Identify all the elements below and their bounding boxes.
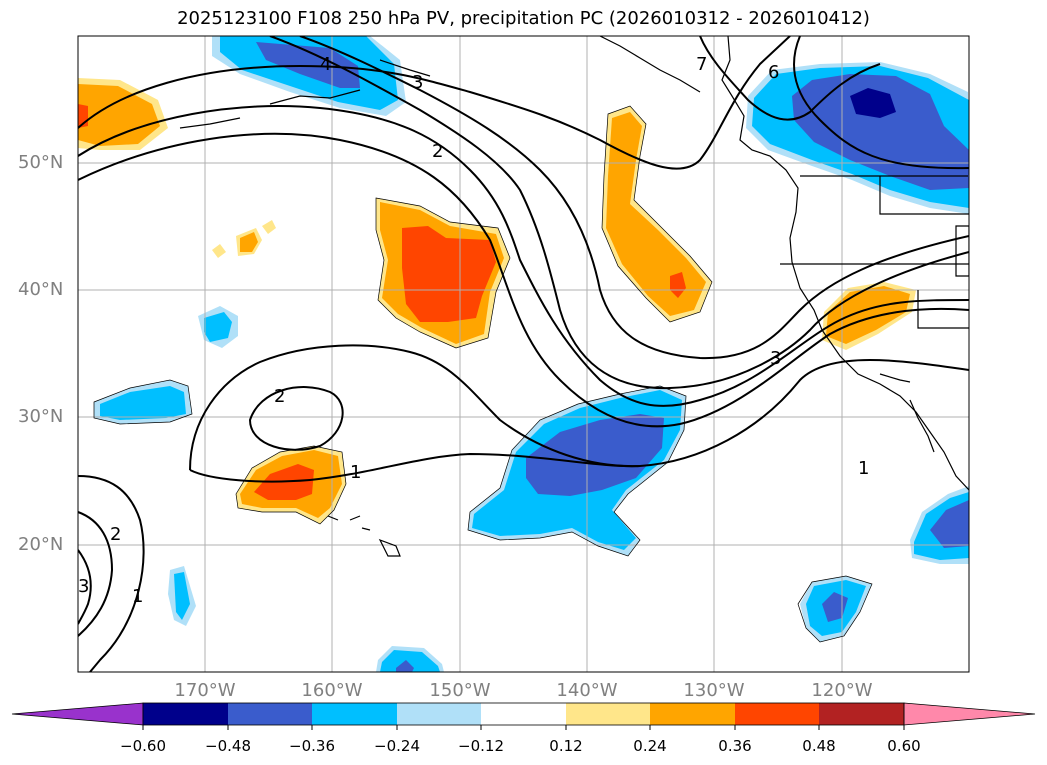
colorbar-tick-label: 0.36 (718, 737, 752, 755)
precip-strong-positive-region (670, 272, 686, 298)
precip-strong-negative-region (526, 414, 664, 496)
colorbar-tick-label: −0.12 (458, 737, 504, 755)
precip-negative-region (174, 572, 190, 620)
pv-contour-line (269, 36, 969, 390)
lat-tick-label: 30°N (18, 406, 64, 427)
contour-label: 4 (320, 54, 331, 75)
lat-tick-label: 50°N (18, 152, 64, 173)
colorbar-bin (312, 703, 397, 725)
colorbar-bin (819, 703, 904, 725)
lat-tick-label: 40°N (18, 279, 64, 300)
contour-label: 1 (132, 586, 143, 607)
pv-contour-line (699, 36, 881, 121)
contour-label: 1 (858, 458, 869, 479)
pv-contour-line (78, 475, 145, 672)
colorbar-extend-high (903, 702, 1036, 726)
colorbar (11, 702, 1036, 730)
colorbar-tick-label: −0.60 (120, 737, 166, 755)
pv-contour-line (78, 132, 969, 428)
colorbar-tick-label: −0.24 (374, 737, 420, 755)
precip-strong-negative-region (930, 500, 969, 548)
precip-negative-region (100, 386, 186, 420)
map-title: 2025123100 F108 250 hPa PV, precipitatio… (177, 8, 870, 29)
lon-tick-label: 170°W (174, 680, 236, 701)
precip-strong-negative-region (792, 74, 969, 190)
pv-contour-line (793, 36, 969, 170)
pv-contours (78, 36, 969, 672)
precip-strong-positive-region (402, 226, 496, 322)
precip-negative-region (380, 650, 440, 672)
colorbar-extend-low (11, 702, 144, 726)
colorbar-bin (566, 703, 650, 725)
lat-tick-label: 20°N (18, 534, 64, 555)
lon-tick-label: 120°W (811, 680, 873, 701)
precip-very-strong-negative-region (850, 88, 896, 118)
map-frame (77, 35, 970, 673)
pv-contour-line (78, 549, 92, 625)
pv-contour-line (248, 386, 344, 451)
lon-tick-label: 150°W (429, 680, 491, 701)
precip-strong-negative-region (396, 660, 414, 672)
contour-label: 6 (768, 62, 779, 83)
colorbar-bin (650, 703, 735, 725)
pv-contour-line (189, 452, 641, 483)
precip-negative-region (204, 312, 232, 342)
contour-label: 3 (770, 348, 781, 369)
colorbar-bin (143, 703, 228, 725)
contour-label: 3 (412, 72, 423, 93)
pv-contour-line (78, 105, 969, 407)
precip-positive-region (212, 244, 226, 258)
lon-tick-label: 130°W (683, 680, 745, 701)
precip-positive-region (262, 220, 276, 234)
precip-positive-region (78, 84, 160, 146)
pv-contour-line (78, 511, 114, 637)
colorbar-tick-label: −0.36 (289, 737, 335, 755)
lon-tick-label: 160°W (301, 680, 363, 701)
contour-label: 2 (432, 141, 443, 162)
precip-shading (78, 36, 969, 672)
colorbar-bin (481, 703, 566, 725)
shading-outline-contours (93, 105, 873, 643)
pv-contour-line (78, 36, 791, 170)
pv-contour-line (299, 36, 969, 360)
map-plot-area (78, 36, 969, 672)
map-gridlines (78, 36, 969, 672)
contour-label: 3 (78, 576, 89, 597)
colorbar-bin (735, 703, 819, 725)
colorbar-tick-label: 0.60 (887, 737, 921, 755)
colorbar-bin (397, 703, 481, 725)
lon-tick-label: 140°W (556, 680, 618, 701)
contour-label: 7 (696, 54, 707, 75)
pv-contour-line (189, 344, 969, 471)
colorbar-bin (228, 703, 312, 725)
colorbar-tick-label: 0.24 (633, 737, 667, 755)
precip-strong-negative-region (256, 42, 360, 88)
colorbar-tick-label: 0.12 (549, 737, 583, 755)
contour-label: 2 (274, 386, 285, 407)
colorbar-tick-label: 0.48 (802, 737, 836, 755)
contour-label: 2 (110, 524, 121, 545)
precip-positive-region (240, 232, 258, 252)
colorbar-tick-label: −0.48 (205, 737, 251, 755)
contour-label: 1 (350, 462, 361, 483)
